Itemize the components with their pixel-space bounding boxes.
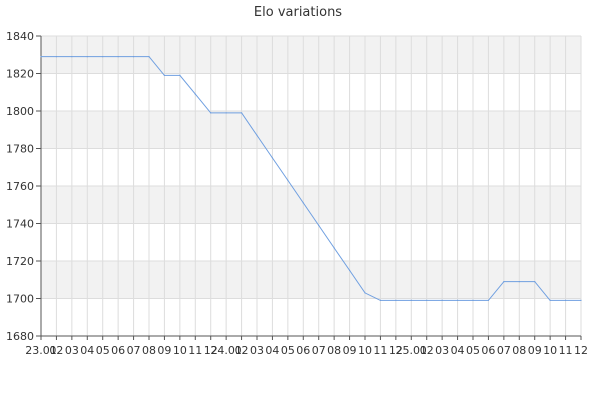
elo-data-point	[518, 281, 520, 283]
elo-data-point	[210, 112, 212, 114]
plot-band	[41, 261, 581, 299]
x-tick-label: 07	[127, 344, 141, 357]
x-tick-label: 06	[481, 344, 495, 357]
elo-data-point	[503, 281, 505, 283]
elo-data-point	[472, 299, 474, 301]
elo-data-point	[55, 56, 58, 58]
elo-data-point	[256, 134, 258, 136]
x-tick-label: 06	[111, 344, 125, 357]
x-tick-label: 09	[528, 344, 542, 357]
horizontal-gridlines	[41, 35, 581, 337]
y-tick-label: 1700	[6, 293, 34, 306]
x-tick-label: 09	[343, 344, 357, 357]
elo-data-point	[348, 269, 351, 271]
x-tick-label: 07	[497, 344, 511, 357]
elo-data-point	[426, 299, 428, 301]
x-tick-label: 12	[204, 344, 218, 357]
elo-data-point	[271, 157, 274, 159]
y-tick-label: 1780	[6, 143, 34, 156]
plot-bands	[41, 36, 581, 299]
elo-data-point	[194, 93, 196, 95]
plot-band	[41, 186, 581, 224]
elo-data-point	[132, 56, 135, 58]
y-tick-label: 1740	[6, 218, 34, 231]
elo-data-point	[441, 299, 443, 301]
x-tick-label: 12	[574, 344, 588, 357]
x-tick-label: 02	[420, 344, 434, 357]
elo-data-point	[225, 112, 227, 114]
x-tick-label: 11	[373, 344, 387, 357]
elo-data-point	[148, 56, 150, 58]
x-tick-label: 08	[512, 344, 526, 357]
x-tick-label: 03	[435, 344, 449, 357]
elo-data-point	[456, 299, 459, 301]
elo-data-point	[287, 179, 289, 181]
x-tick-label: 10	[543, 344, 557, 357]
x-tick-label: 10	[358, 344, 372, 357]
elo-data-point	[179, 74, 181, 76]
elo-data-point	[302, 202, 304, 204]
x-tick-label: 03	[65, 344, 79, 357]
elo-data-point	[318, 224, 320, 226]
elo-data-point	[395, 299, 397, 301]
plot-band	[41, 36, 581, 74]
elo-data-point	[102, 56, 104, 58]
elo-data-point	[364, 292, 366, 294]
x-tick-label: 04	[80, 344, 94, 357]
x-tick-label: 08	[142, 344, 156, 357]
x-tick-label: 07	[312, 344, 326, 357]
x-tick-label: 11	[188, 344, 202, 357]
elo-data-point	[86, 56, 88, 58]
elo-series-line	[41, 56, 581, 301]
x-tick-label: 04	[265, 344, 279, 357]
x-tick-label: 06	[296, 344, 310, 357]
elo-data-point	[487, 299, 490, 301]
x-tick-label: 05	[96, 344, 110, 357]
x-tick-label: 05	[281, 344, 295, 357]
elo-data-point	[410, 299, 412, 301]
y-axis-ticks: 1680 1700 1720 1740 1760 1780 1800 1820 1840	[6, 30, 41, 343]
x-tick-label: 02	[49, 344, 63, 357]
elo-data-point	[549, 299, 551, 301]
y-tick-label: 1760	[6, 180, 34, 193]
x-tick-label: 24.01	[210, 344, 242, 357]
elo-data-point	[71, 56, 73, 58]
y-tick-label: 1840	[6, 30, 34, 43]
plot-band	[41, 111, 581, 149]
elo-data-point	[534, 281, 536, 283]
elo-data-point	[580, 299, 582, 301]
x-tick-label: 12	[389, 344, 403, 357]
elo-data-point	[333, 247, 335, 249]
x-tick-label: 05	[466, 344, 480, 357]
x-tick-label: 04	[451, 344, 465, 357]
x-tick-label: 23.01	[25, 344, 57, 357]
x-tick-label: 10	[173, 344, 187, 357]
y-tick-label: 1680	[6, 330, 34, 343]
y-tick-label: 1800	[6, 105, 34, 118]
x-tick-label: 25.01	[396, 344, 428, 357]
series-layer	[40, 56, 582, 301]
x-tick-label: 02	[235, 344, 249, 357]
x-tick-label: 08	[327, 344, 341, 357]
x-tick-label: 11	[559, 344, 573, 357]
x-tick-label: 03	[250, 344, 264, 357]
elo-data-point	[564, 299, 567, 301]
y-tick-label: 1720	[6, 255, 34, 268]
chart-title: Elo variations	[254, 5, 342, 20]
elo-data-point	[117, 56, 119, 58]
elo-data-point	[40, 56, 42, 58]
elo-data-point	[163, 74, 166, 76]
elo-data-point	[240, 112, 243, 114]
elo-data-point	[379, 299, 382, 301]
x-tick-label: 09	[157, 344, 171, 357]
y-tick-label: 1820	[6, 68, 34, 81]
